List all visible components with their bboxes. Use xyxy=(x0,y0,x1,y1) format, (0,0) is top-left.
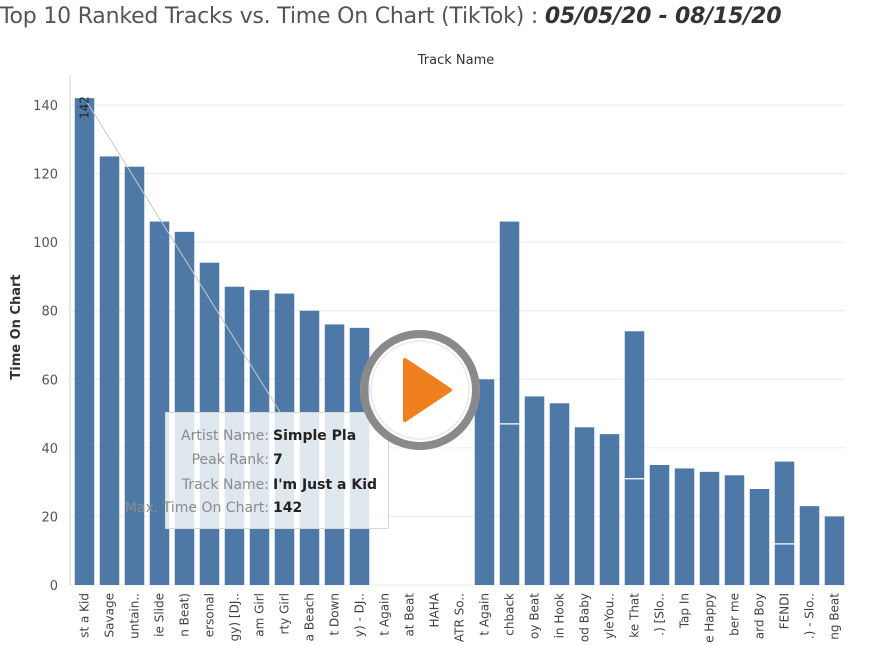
bar[interactable] xyxy=(774,461,795,585)
y-tick-label: 20 xyxy=(41,510,58,525)
bar[interactable] xyxy=(824,516,845,585)
x-tick-label: ersonal xyxy=(203,593,217,637)
tooltip-value: Simple Pla xyxy=(273,428,357,444)
bar[interactable] xyxy=(599,434,620,585)
x-tick-label: ard Boy xyxy=(753,593,767,639)
bar[interactable] xyxy=(149,221,170,586)
x-tick-label: ATR So.. xyxy=(453,593,467,642)
tooltip-label: Peak Rank: xyxy=(191,452,269,468)
bar[interactable] xyxy=(549,403,570,585)
bar[interactable] xyxy=(699,471,720,585)
y-tick-label: 120 xyxy=(33,168,58,183)
bar[interactable] xyxy=(524,396,545,585)
x-tick-label: Savage xyxy=(103,593,117,637)
x-tick-label: .) - Slo.. xyxy=(803,593,817,639)
x-tick-label: oy Beat xyxy=(528,593,542,639)
y-tick-label: 60 xyxy=(41,373,58,388)
x-tick-label: od Baby xyxy=(578,593,592,642)
bar[interactable] xyxy=(474,379,495,585)
x-tick-label: HAHA xyxy=(428,592,442,627)
x-tick-label: st a Kid xyxy=(78,593,92,638)
bar[interactable] xyxy=(74,98,95,586)
bar-data-label: 142 xyxy=(78,96,92,119)
x-tick-label: y) - DJ.. xyxy=(353,593,367,637)
x-tick-label: t Down xyxy=(328,593,342,636)
tooltip-label: Track Name: xyxy=(181,477,269,493)
x-tick-label: at Beat xyxy=(403,593,417,637)
x-tick-label: ke That xyxy=(628,593,642,638)
x-tick-label: a Beach xyxy=(303,593,317,641)
tooltip-label: Max. Time On Chart: xyxy=(124,500,269,516)
x-tick-label: ber me xyxy=(728,593,742,636)
chart-title: Top 10 Ranked Tracks vs. Time On Chart (… xyxy=(0,4,782,29)
x-tick-label: untain.. xyxy=(128,593,142,639)
top-axis-title: Track Name xyxy=(417,53,495,68)
bar[interactable] xyxy=(124,166,145,585)
bar[interactable] xyxy=(574,427,595,585)
y-tick-label: 100 xyxy=(33,236,58,251)
y-axis-title: Time On Chart xyxy=(9,274,24,379)
bar[interactable] xyxy=(499,221,520,586)
y-tick-label: 140 xyxy=(33,99,58,114)
x-tick-label: gy) [DJ.. xyxy=(228,593,242,641)
x-tick-label: in Hook xyxy=(553,593,567,638)
x-tick-label: .) [Slo.. xyxy=(653,593,667,636)
tooltip-value: 7 xyxy=(273,452,283,468)
x-tick-label: yleYou.. xyxy=(603,593,617,639)
x-tick-label: t Again xyxy=(478,593,492,636)
bar[interactable] xyxy=(724,475,745,585)
y-tick-label: 40 xyxy=(41,442,58,457)
x-tick-label: ie Slide xyxy=(153,593,167,637)
x-tick-label: FENDI xyxy=(778,593,792,629)
x-tick-label: chback xyxy=(503,593,517,636)
tooltip: Artist Name: Simple Pla Peak Rank: 7 Tra… xyxy=(125,412,389,529)
bar[interactable] xyxy=(624,331,645,585)
bar[interactable] xyxy=(174,231,195,585)
x-tick-label: am Girl xyxy=(253,593,267,637)
x-tick-label: e Happy xyxy=(703,593,717,643)
play-button-icon[interactable] xyxy=(357,327,483,453)
x-tick-label: n Beat) xyxy=(178,593,192,637)
bar[interactable] xyxy=(674,468,695,585)
tooltip-value: 142 xyxy=(273,500,303,516)
x-tick-label: ng Beat xyxy=(828,593,842,640)
x-tick-label: t Again xyxy=(378,593,392,636)
x-tick-label: rty Girl xyxy=(278,593,292,634)
chart-title-main: Top 10 Ranked Tracks vs. Time On Chart (… xyxy=(0,4,545,29)
tooltip-value: I'm Just a Kid xyxy=(273,477,378,493)
chart-title-date-range: 05/05/20 - 08/15/20 xyxy=(544,4,782,29)
x-tick-label: Tap In xyxy=(678,593,692,629)
trend-line xyxy=(84,97,281,413)
y-tick-label: 0 xyxy=(50,579,58,594)
bar[interactable] xyxy=(99,156,120,585)
y-tick-label: 80 xyxy=(41,305,58,320)
tooltip-label: Artist Name: xyxy=(181,428,269,444)
bar[interactable] xyxy=(649,465,670,585)
bar[interactable] xyxy=(749,489,770,585)
bar[interactable] xyxy=(799,506,820,585)
